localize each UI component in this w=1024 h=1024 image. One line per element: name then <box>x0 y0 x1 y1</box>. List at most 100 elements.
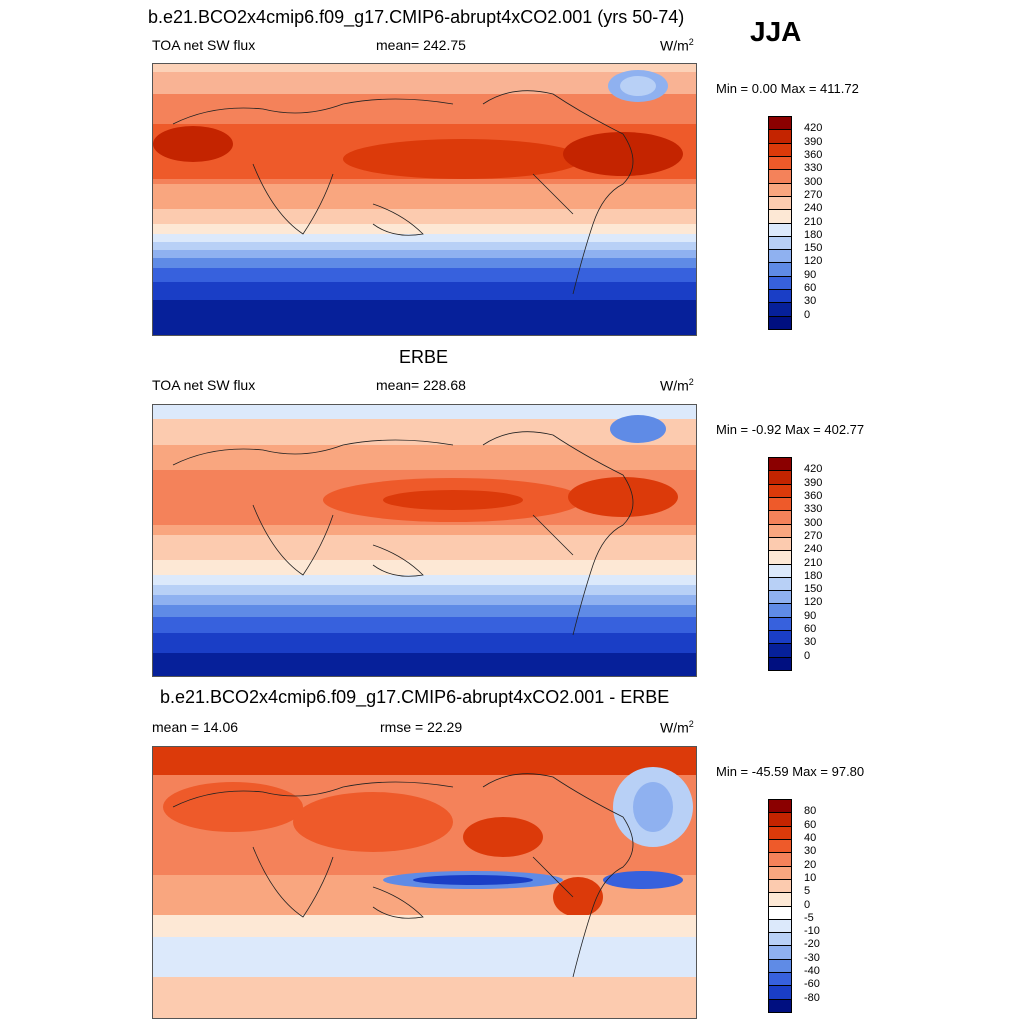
panel-1-colorbar: 420 390 360 330 300 270 240 210 180 150 120 90 60 30 0 <box>768 116 822 330</box>
colorbar-swatch <box>768 630 792 645</box>
colorbar-swatch <box>768 825 792 840</box>
sw-flux-model-map <box>153 64 696 335</box>
colorbar-tick-label: -80 <box>804 991 820 1004</box>
colorbar-swatch <box>768 289 792 304</box>
panel-2-title: ERBE <box>399 347 449 367</box>
panel-2-units: W/m2 <box>660 377 694 394</box>
panel-3-minmax: Min = -45.59 Max = 97.80 <box>716 764 865 779</box>
panel-2-minmax: Min = -0.92 Max = 402.77 <box>716 422 865 437</box>
panel-1-title: b.e21.BCO2x4cmip6.f09_g17.CMIP6-abrupt4x… <box>148 7 685 27</box>
colorbar-swatch <box>768 129 792 144</box>
colorbar-swatch <box>768 878 792 894</box>
colorbar-swatch <box>768 985 792 1000</box>
colorbar-tick-label: 330 <box>804 503 823 516</box>
panel-2-variable-label: TOA net SW flux <box>152 377 256 393</box>
colorbar-tick-label: 90 <box>804 609 817 622</box>
colorbar-swatch <box>768 470 792 485</box>
colorbar-swatch <box>768 852 792 867</box>
sw-flux-erbe-map <box>153 405 696 676</box>
colorbar-swatch <box>768 222 792 237</box>
colorbar-tick-label: 40 <box>804 831 817 844</box>
colorbar-swatch <box>768 496 792 512</box>
colorbar-swatch <box>768 643 792 658</box>
colorbar-tick-label: 120 <box>804 596 823 609</box>
colorbar-tick-label: 20 <box>804 858 817 871</box>
colorbar-swatch <box>768 590 792 605</box>
colorbar-tick-label: 210 <box>804 556 823 569</box>
colorbar-swatch <box>768 918 792 934</box>
colorbar-swatch <box>768 905 792 920</box>
colorbar-swatch <box>768 550 792 565</box>
colorbar-swatch <box>768 195 792 211</box>
colorbar-tick-label: -10 <box>804 925 820 938</box>
colorbar-swatch <box>768 536 792 552</box>
colorbar-tick-label: 300 <box>804 516 823 529</box>
panel-3-colorbar: 80 60 40 30 20 10 5 0 -5 -10 -20 -30 -40 -60 -80 <box>768 799 820 1013</box>
panel-3-mean-label: mean = 14.06 <box>152 719 239 735</box>
season-label: JJA <box>750 16 802 47</box>
colorbar-tick-label: 60 <box>804 818 817 831</box>
colorbar-swatch <box>768 616 792 632</box>
colorbar-swatch <box>768 799 792 814</box>
colorbar-tick-label: 5 <box>804 885 811 898</box>
colorbar-swatch <box>768 483 792 498</box>
colorbar-swatch <box>768 275 792 291</box>
colorbar-swatch <box>768 932 792 947</box>
colorbar-tick-label: 80 <box>804 805 817 818</box>
panel-1-minmax: Min = 0.00 Max = 411.72 <box>716 81 859 96</box>
colorbar-swatch <box>768 972 792 987</box>
colorbar-tick-label: 360 <box>804 148 823 161</box>
colorbar-swatch <box>768 457 792 472</box>
colorbar-tick-label: 120 <box>804 255 823 268</box>
sw-flux-difference-map <box>153 747 696 1018</box>
colorbar-swatch <box>768 945 792 960</box>
panel-3-rmse-label: rmse = 22.29 <box>380 719 463 735</box>
colorbar-tick-label: 30 <box>804 636 817 649</box>
colorbar-swatch <box>768 563 792 578</box>
colorbar-tick-label: 390 <box>804 135 823 148</box>
colorbar-swatch <box>768 155 792 171</box>
colorbar-tick-label: -60 <box>804 978 820 991</box>
colorbar-swatch <box>768 998 792 1013</box>
colorbar-tick-label: 420 <box>804 122 823 135</box>
panel-3-title: b.e21.BCO2x4cmip6.f09_g17.CMIP6-abrupt4x… <box>160 687 670 707</box>
colorbar-tick-label: 270 <box>804 529 823 542</box>
colorbar-tick-label: 420 <box>804 463 823 476</box>
colorbar-swatch <box>768 302 792 317</box>
panel-2-mean-label: mean= 228.68 <box>376 377 466 393</box>
panel-3-map <box>152 746 697 1019</box>
colorbar-tick-label: 240 <box>804 543 823 556</box>
colorbar-tick-label: 30 <box>804 295 817 308</box>
colorbar-swatch <box>768 812 792 827</box>
panel-2-colorbar: 420 390 360 330 300 270 240 210 180 150 120 90 60 30 0 <box>768 457 822 671</box>
colorbar-tick-label: -30 <box>804 951 820 964</box>
colorbar-tick-label: 0 <box>804 308 811 321</box>
colorbar-tick-label: 0 <box>804 898 811 911</box>
colorbar-tick-label: 150 <box>804 242 823 255</box>
colorbar-swatch <box>768 510 792 525</box>
colorbar-tick-label: 10 <box>804 871 817 884</box>
colorbar-swatch <box>768 169 792 184</box>
colorbar-tick-label: 240 <box>804 202 823 215</box>
panel-1-map <box>152 63 697 336</box>
panel-1-variable-label: TOA net SW flux <box>152 37 256 53</box>
colorbar-swatch <box>768 656 792 671</box>
colorbar-swatch <box>768 892 792 907</box>
colorbar-tick-label: 330 <box>804 162 823 175</box>
colorbar-tick-label: 60 <box>804 282 817 295</box>
colorbar-swatch <box>768 315 792 330</box>
panel-2-map <box>152 404 697 677</box>
colorbar-swatch <box>768 838 792 854</box>
colorbar-swatch <box>768 865 792 880</box>
colorbar-tick-label: 390 <box>804 476 823 489</box>
panel-1-mean-label: mean= 242.75 <box>376 37 466 53</box>
colorbar-swatch <box>768 249 792 264</box>
colorbar-tick-label: -5 <box>804 911 814 924</box>
colorbar-swatch <box>768 523 792 538</box>
colorbar-swatch <box>768 209 792 224</box>
colorbar-swatch <box>768 116 792 131</box>
colorbar-tick-label: 0 <box>804 649 811 662</box>
colorbar-tick-label: -20 <box>804 938 820 951</box>
colorbar-swatch <box>768 576 792 592</box>
colorbar-swatch <box>768 262 792 277</box>
